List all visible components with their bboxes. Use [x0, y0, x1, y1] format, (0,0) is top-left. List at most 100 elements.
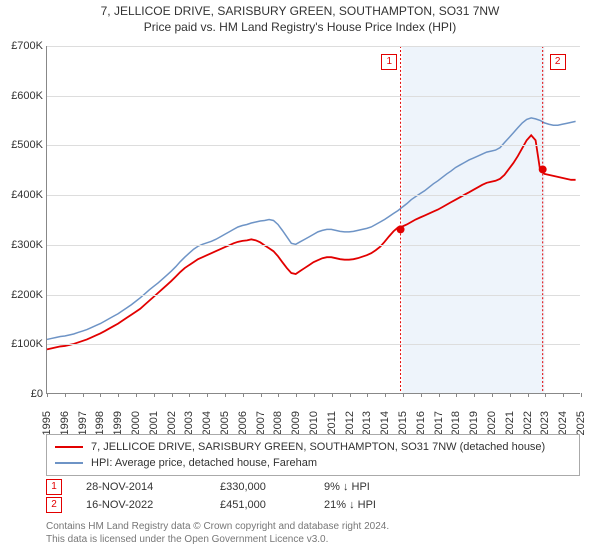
x-axis-label: 2024	[557, 411, 569, 435]
x-axis-label: 2002	[166, 411, 178, 435]
x-axis-label: 2001	[148, 411, 160, 435]
sale-price: £330,000	[220, 478, 300, 496]
chart-container: 7, JELLICOE DRIVE, SARISBURY GREEN, SOUT…	[0, 0, 600, 560]
y-axis-label: £0	[1, 388, 43, 400]
x-axis-label: 2019	[468, 411, 480, 435]
x-tick	[367, 393, 368, 397]
footer-attribution: Contains HM Land Registry data © Crown c…	[46, 520, 580, 546]
x-tick	[332, 393, 333, 397]
x-axis-label: 2013	[361, 411, 373, 435]
footer-line-2: This data is licensed under the Open Gov…	[46, 533, 580, 546]
x-axis-label: 2008	[272, 411, 284, 435]
x-tick	[563, 393, 564, 397]
x-tick	[278, 393, 279, 397]
x-axis-label: 1999	[112, 411, 124, 435]
x-axis-label: 2005	[219, 411, 231, 435]
sale-row-badge: 1	[46, 479, 62, 495]
x-axis-label: 1998	[94, 411, 106, 435]
sale-price: £451,000	[220, 496, 300, 514]
sale-marker-dot	[539, 165, 547, 173]
sale-vs-hpi: 21% ↓ HPI	[324, 496, 444, 514]
x-axis-label: 2021	[504, 411, 516, 435]
x-axis-label: 2020	[486, 411, 498, 435]
x-axis-label: 2003	[183, 411, 195, 435]
x-tick	[545, 393, 546, 397]
x-tick	[385, 393, 386, 397]
gridline	[47, 96, 580, 97]
x-tick	[439, 393, 440, 397]
gridline	[47, 46, 580, 47]
x-tick	[492, 393, 493, 397]
x-axis-label: 1996	[59, 411, 71, 435]
x-tick	[456, 393, 457, 397]
x-tick	[421, 393, 422, 397]
x-axis-label: 2014	[379, 411, 391, 435]
sale-row: 2 16-NOV-2022 £451,000 21% ↓ HPI	[46, 496, 580, 514]
x-tick	[261, 393, 262, 397]
sale-marker-badge: 2	[550, 54, 566, 70]
y-axis-label: £700K	[1, 40, 43, 52]
legend-row: 7, JELLICOE DRIVE, SARISBURY GREEN, SOUT…	[55, 439, 571, 455]
x-axis-label: 2000	[130, 411, 142, 435]
x-tick	[581, 393, 582, 397]
x-axis-label: 2023	[539, 411, 551, 435]
legend: 7, JELLICOE DRIVE, SARISBURY GREEN, SOUT…	[46, 434, 580, 476]
x-tick	[189, 393, 190, 397]
x-tick	[207, 393, 208, 397]
x-tick	[528, 393, 529, 397]
x-tick	[403, 393, 404, 397]
x-axis-label: 2006	[237, 411, 249, 435]
sales-table: 1 28-NOV-2014 £330,000 9% ↓ HPI 2 16-NOV-2022…	[46, 478, 580, 514]
y-axis-label: £600K	[1, 90, 43, 102]
x-tick	[350, 393, 351, 397]
x-tick	[296, 393, 297, 397]
x-axis-label: 2004	[201, 411, 213, 435]
x-axis-label: 2007	[255, 411, 267, 435]
address-title: 7, JELLICOE DRIVE, SARISBURY GREEN, SOUT…	[0, 4, 600, 18]
gridline	[47, 245, 580, 246]
y-axis-label: £100K	[1, 338, 43, 350]
x-tick	[118, 393, 119, 397]
x-axis-label: 2011	[326, 411, 338, 435]
x-tick	[225, 393, 226, 397]
sale-row: 1 28-NOV-2014 £330,000 9% ↓ HPI	[46, 478, 580, 496]
y-axis-label: £400K	[1, 189, 43, 201]
x-axis-label: 1997	[77, 411, 89, 435]
x-axis-label: 2009	[290, 411, 302, 435]
x-tick	[47, 393, 48, 397]
plot-svg	[47, 46, 580, 393]
sale-marker-badge: 1	[381, 54, 397, 70]
gridline	[47, 344, 580, 345]
shaded-ownership-region	[402, 46, 544, 393]
x-axis-label: 2010	[308, 411, 320, 435]
gridline	[47, 195, 580, 196]
sale-row-badge: 2	[46, 497, 62, 513]
x-tick	[243, 393, 244, 397]
y-axis-label: £300K	[1, 239, 43, 251]
legend-swatch	[55, 462, 83, 464]
legend-swatch	[55, 446, 83, 448]
sale-date: 16-NOV-2022	[86, 496, 196, 514]
x-tick	[172, 393, 173, 397]
x-tick	[100, 393, 101, 397]
x-tick	[314, 393, 315, 397]
titles: 7, JELLICOE DRIVE, SARISBURY GREEN, SOUT…	[0, 0, 600, 34]
x-tick	[154, 393, 155, 397]
x-tick	[65, 393, 66, 397]
gridline	[47, 145, 580, 146]
subtitle: Price paid vs. HM Land Registry's House …	[0, 20, 600, 34]
legend-label: HPI: Average price, detached house, Fare…	[91, 455, 317, 471]
sale-vs-hpi: 9% ↓ HPI	[324, 478, 444, 496]
x-axis-label: 2015	[397, 411, 409, 435]
x-axis-label: 2012	[344, 411, 356, 435]
y-axis-label: £500K	[1, 139, 43, 151]
plot-area: £0£100K£200K£300K£400K£500K£600K£700K199…	[46, 46, 580, 394]
x-tick	[510, 393, 511, 397]
x-axis-label: 2017	[433, 411, 445, 435]
x-axis-label: 2022	[522, 411, 534, 435]
sale-date: 28-NOV-2014	[86, 478, 196, 496]
legend-label: 7, JELLICOE DRIVE, SARISBURY GREEN, SOUT…	[91, 439, 545, 455]
gridline	[47, 295, 580, 296]
x-tick	[83, 393, 84, 397]
x-tick	[474, 393, 475, 397]
